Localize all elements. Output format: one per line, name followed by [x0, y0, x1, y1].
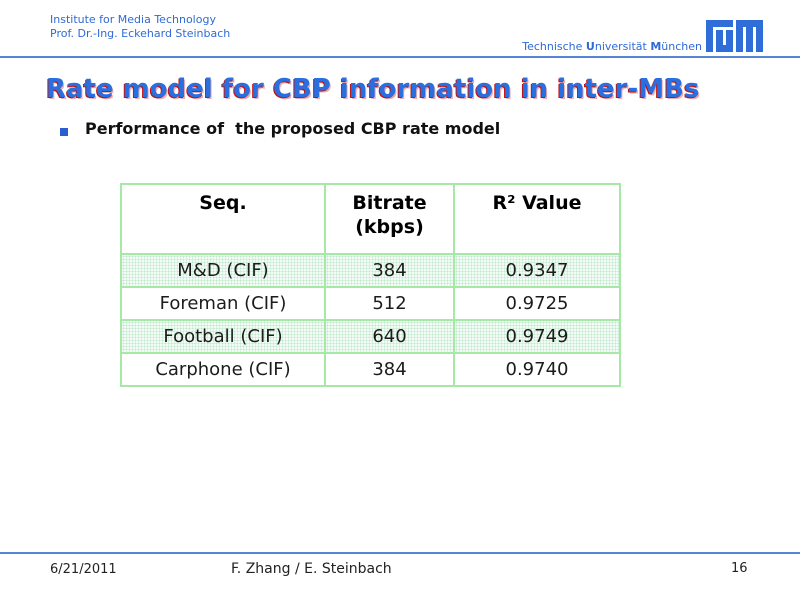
table-header: Seq. Bitrate (kbps) R² Value	[120, 183, 621, 255]
footer-date: 6/21/2011	[50, 562, 117, 577]
table-row: Football (CIF) 640 0.9749	[120, 319, 621, 354]
footer-authors: F. Zhang / E. Steinbach	[231, 561, 392, 577]
col-header-seq: Seq.	[120, 183, 326, 255]
cell-seq: Foreman (CIF)	[120, 286, 326, 321]
university-name: Technische Universität München	[522, 40, 702, 53]
cell-r2: 0.9347	[453, 253, 621, 288]
table-body: M&D (CIF) 384 0.9347 Foreman (CIF) 512 0…	[120, 253, 621, 387]
table-row: Carphone (CIF) 384 0.9740	[120, 352, 621, 387]
col-header-line: Bitrate	[352, 192, 427, 214]
bullet-text: Performance of the proposed CBP rate mod…	[85, 119, 501, 138]
university-part: Technische	[522, 40, 586, 53]
university-part-bold: M	[650, 40, 662, 53]
cell-r2: 0.9740	[453, 352, 621, 387]
table-row: Foreman (CIF) 512 0.9725	[120, 286, 621, 321]
tum-logo-icon	[706, 20, 763, 52]
cell-bitrate: 384	[324, 253, 455, 288]
footer-divider	[0, 552, 800, 554]
cell-r2: 0.9725	[453, 286, 621, 321]
institute-block: Institute for Media Technology Prof. Dr.…	[50, 13, 230, 41]
footer-page-number: 16	[731, 561, 748, 576]
performance-table: Seq. Bitrate (kbps) R² Value M&D (CIF) 3…	[120, 183, 621, 387]
col-header-line: R² Value	[492, 192, 582, 214]
slide-title: Rate model for CBP information in inter-…	[46, 74, 700, 104]
col-header-bitrate: Bitrate (kbps)	[324, 183, 455, 255]
cell-bitrate: 384	[324, 352, 455, 387]
university-part: niversität	[594, 40, 651, 53]
col-header-line: (kbps)	[355, 216, 424, 238]
institute-line2: Prof. Dr.-Ing. Eckehard Steinbach	[50, 27, 231, 40]
cell-r2: 0.9749	[453, 319, 621, 354]
cell-seq: Football (CIF)	[120, 319, 326, 354]
university-part-bold: U	[585, 40, 595, 53]
university-part: ünchen	[661, 40, 702, 53]
col-header-line: Seq.	[199, 192, 247, 214]
bullet-square-icon	[60, 128, 68, 136]
col-header-r2: R² Value	[453, 183, 621, 255]
cell-bitrate: 640	[324, 319, 455, 354]
cell-seq: Carphone (CIF)	[120, 352, 326, 387]
header-divider	[0, 56, 800, 58]
table-row: M&D (CIF) 384 0.9347	[120, 253, 621, 288]
cell-seq: M&D (CIF)	[120, 253, 326, 288]
table-header-row: Seq. Bitrate (kbps) R² Value	[120, 183, 621, 255]
cell-bitrate: 512	[324, 286, 455, 321]
institute-line1: Institute for Media Technology	[50, 13, 216, 26]
